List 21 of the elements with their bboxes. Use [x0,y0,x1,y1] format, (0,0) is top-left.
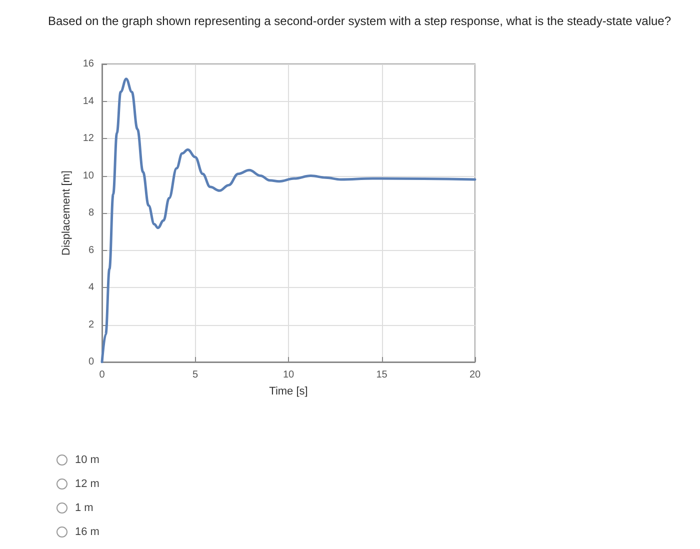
x-tick-label: 15 [376,370,388,380]
y-tick-label: 16 [82,58,94,70]
y-tick-label: 4 [88,282,94,293]
y-tick-label: 2 [88,319,94,330]
y-tick-label: 14 [82,96,94,107]
x-axis-title: Time [s] [269,386,308,398]
y-tick-label: 8 [88,208,94,218]
y-tick-label: 6 [88,244,94,256]
x-tick-label: 20 [469,370,481,380]
text: 16 m [75,526,100,538]
text: 1 m [75,502,94,514]
x-tick-label: 0 [99,370,106,380]
chart-title: Based on the graph shown representing a second-order system with a step response, what is the steady-state value? [48,14,672,28]
text: 10 m [75,454,100,466]
y-tick-label: 10 [82,170,94,182]
x-tick-label: 10 [282,370,294,380]
text: 12 m [75,478,100,490]
y-tick-label: 12 [82,133,94,144]
y-axis-title: Displacement [m] [60,170,72,256]
y-tick-label: 0 [88,356,94,368]
x-tick-label: 5 [192,370,198,380]
